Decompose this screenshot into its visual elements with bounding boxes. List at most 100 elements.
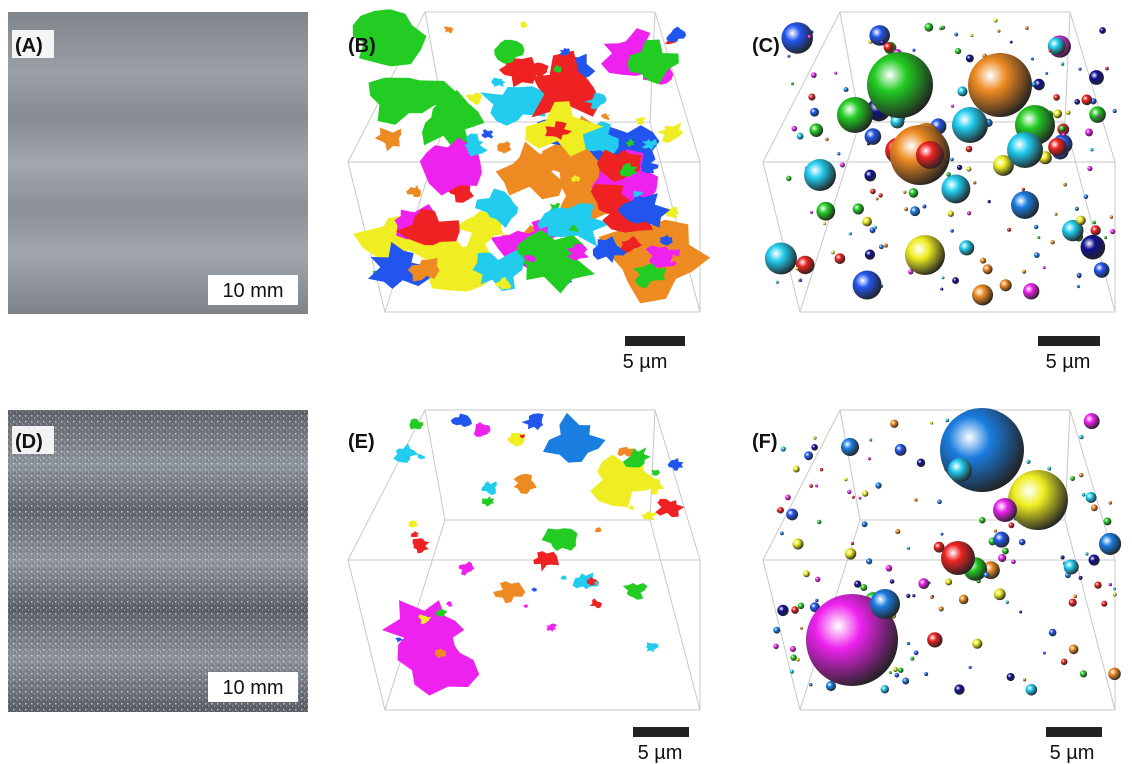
sphere (850, 541, 855, 546)
sphere (777, 506, 784, 514)
particle (397, 624, 480, 696)
sphere (1048, 628, 1057, 637)
particle (570, 175, 581, 182)
particle (632, 191, 644, 198)
sphere (1060, 658, 1068, 666)
sphere (916, 141, 944, 169)
particle (454, 210, 504, 248)
particle (641, 139, 658, 151)
sphere (1079, 670, 1088, 678)
particle (594, 527, 602, 533)
sphere (1083, 194, 1089, 200)
sphere (890, 419, 899, 428)
sphere (1112, 592, 1117, 597)
sphere (1108, 500, 1113, 505)
particle (409, 418, 424, 430)
sphere (823, 222, 827, 226)
scale-label: 5 µm (1046, 351, 1091, 373)
particle (481, 496, 495, 507)
sphere (1018, 538, 1026, 546)
sphere (1047, 37, 1066, 55)
particle (393, 443, 419, 463)
sphere (1037, 236, 1041, 240)
sphere (908, 269, 914, 275)
sphere (1008, 470, 1068, 530)
sphere (918, 578, 930, 589)
sphere (910, 656, 915, 661)
scale-label: 5 µm (623, 351, 668, 373)
sphere (777, 604, 789, 617)
sphere (998, 553, 1007, 563)
sphere (938, 606, 944, 612)
sphere (993, 18, 998, 23)
sphere (1085, 128, 1093, 137)
sphere (1031, 81, 1037, 88)
particle (645, 642, 659, 653)
particle (619, 162, 638, 178)
sphere (796, 132, 804, 140)
sphere (815, 484, 819, 488)
label-bg (12, 30, 54, 58)
sphere (956, 164, 963, 171)
sphere (804, 451, 814, 461)
particle (422, 90, 485, 153)
particle (497, 141, 511, 154)
sphere (803, 570, 810, 578)
sphere (1074, 99, 1081, 105)
sphere (968, 665, 972, 670)
sphere (880, 684, 890, 694)
sphere (987, 199, 991, 204)
sphere (997, 29, 1001, 33)
sphere (1108, 582, 1113, 587)
sphere (1042, 651, 1046, 655)
sphere (799, 626, 804, 630)
sphere (1076, 285, 1080, 289)
panel-label: (E) (348, 431, 375, 453)
particle (596, 149, 642, 182)
particle (627, 39, 679, 85)
sphere (972, 638, 983, 649)
sphere (1070, 476, 1076, 482)
sphere (1078, 67, 1082, 71)
particle (374, 127, 402, 152)
sphere (1009, 40, 1013, 44)
sphere (992, 154, 1014, 176)
scale-bg (208, 275, 298, 305)
particle (586, 576, 598, 586)
sphere (912, 594, 916, 598)
sphere (945, 578, 953, 586)
sphere (1019, 610, 1023, 614)
sphere (854, 580, 862, 588)
sphere (1078, 472, 1084, 478)
sphere (810, 210, 814, 214)
sphere (1042, 266, 1046, 270)
sphere (946, 172, 951, 177)
sphere (914, 498, 918, 502)
sphere (947, 210, 954, 217)
sphere (924, 672, 929, 677)
sphere (1092, 220, 1096, 225)
particle (445, 601, 453, 607)
sphere (873, 225, 878, 230)
sphere (808, 93, 816, 101)
sphere (983, 571, 990, 578)
particle (625, 139, 635, 148)
sphere (870, 188, 876, 195)
sphere (1076, 215, 1086, 226)
sphere (786, 508, 799, 521)
sphere (1005, 600, 1009, 604)
sphere (1023, 283, 1040, 300)
sphere (773, 643, 779, 650)
box-edge (654, 409, 701, 561)
sphere (1096, 114, 1100, 118)
particle (617, 446, 634, 457)
sphere (1060, 555, 1065, 560)
sphere (965, 54, 974, 63)
sphere (1047, 466, 1052, 471)
sphere (1063, 182, 1067, 187)
particle (531, 50, 601, 118)
sphere (940, 532, 944, 536)
sphere (790, 82, 794, 86)
particle (533, 551, 560, 572)
sphere (1085, 552, 1089, 556)
